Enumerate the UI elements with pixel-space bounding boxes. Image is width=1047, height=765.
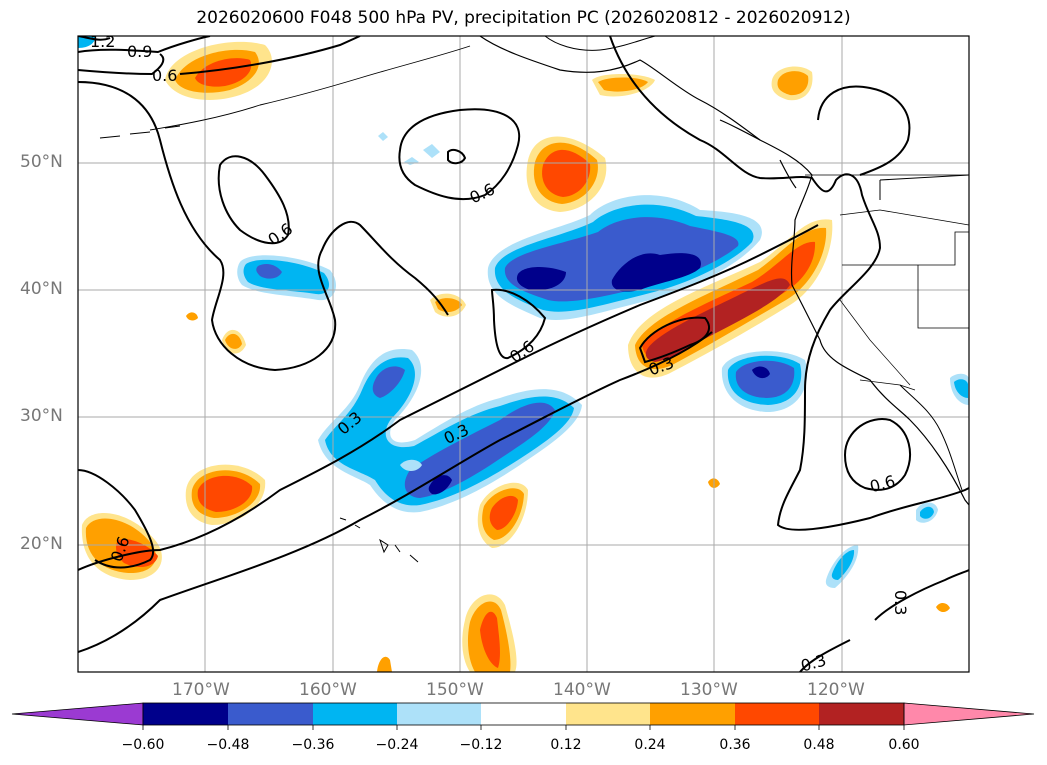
colorbar [11,702,1035,730]
colorbar-tick-label: 0.48 [803,737,835,753]
map-frame [77,35,970,673]
contour-label: 0.6 [152,66,177,85]
colorbar-tick-label: −0.24 [375,737,419,753]
colorbar-tick-label: −0.60 [121,737,165,753]
colorbar-segment [735,703,819,725]
lon-label-160w: 160°W [299,680,357,700]
contour-03-main [78,224,819,571]
pv-contours [78,36,969,672]
colorbar-extend-low [11,702,144,726]
colorbar-tick-label: −0.36 [291,737,335,753]
lat-label-30n: 30°N [20,406,63,426]
map-background [78,36,969,672]
colorbar-extend-high [903,702,1035,726]
contour-06-big [78,81,449,372]
lon-label-140w: 140°W [553,680,611,700]
contour-label: 0.3 [891,590,910,615]
gridlines [78,36,969,672]
colorbar-segment [228,703,313,725]
contour-06-coast [609,36,969,531]
contour-06-far-sw [78,469,155,569]
colorbar-segment [143,703,228,725]
contour-label: 0.9 [127,42,152,61]
colorbar-segment [481,703,566,725]
contour-03-south [78,331,713,653]
lon-label-130w: 130°W [680,680,738,700]
colorbar-segment [566,703,650,725]
lon-label-120w: 120°W [807,680,865,700]
map-title: 2026020600 F048 500 hPa PV, precipitatio… [196,8,851,28]
colorbar-segment [819,703,904,725]
contour-06-mid [490,288,547,360]
contour-06-east [817,85,911,176]
colorbar-tick-label: 0.36 [719,737,751,753]
precip-fills [78,36,969,672]
lat-label-40n: 40°N [20,279,63,299]
lat-label-50n: 50°N [20,152,63,172]
colorbar-tick-label: −0.48 [206,737,250,753]
contour-09 [78,36,211,54]
coastlines [99,36,969,563]
contour-03-se [874,569,969,621]
lon-label-150w: 150°W [426,680,484,700]
lon-label-170w: 170°W [172,680,230,700]
colorbar-tick-label: −0.12 [459,737,503,753]
contour-06-sw [843,418,911,491]
contour-03-loop [638,316,710,364]
colorbar-tick-label: 0.60 [888,737,920,753]
contour-label: 1.2 [90,32,115,51]
colorbar-segment [397,703,481,725]
colorbar-segment [313,703,397,725]
colorbar-segment [650,703,735,725]
contour-06-gulf [398,108,521,201]
contour-06-loop [217,155,290,245]
colorbar-tick-label: 0.24 [634,737,666,753]
contour-06-north [78,36,361,76]
colorbar-tick-label: 0.12 [550,737,582,753]
lat-label-20n: 20°N [20,534,63,554]
